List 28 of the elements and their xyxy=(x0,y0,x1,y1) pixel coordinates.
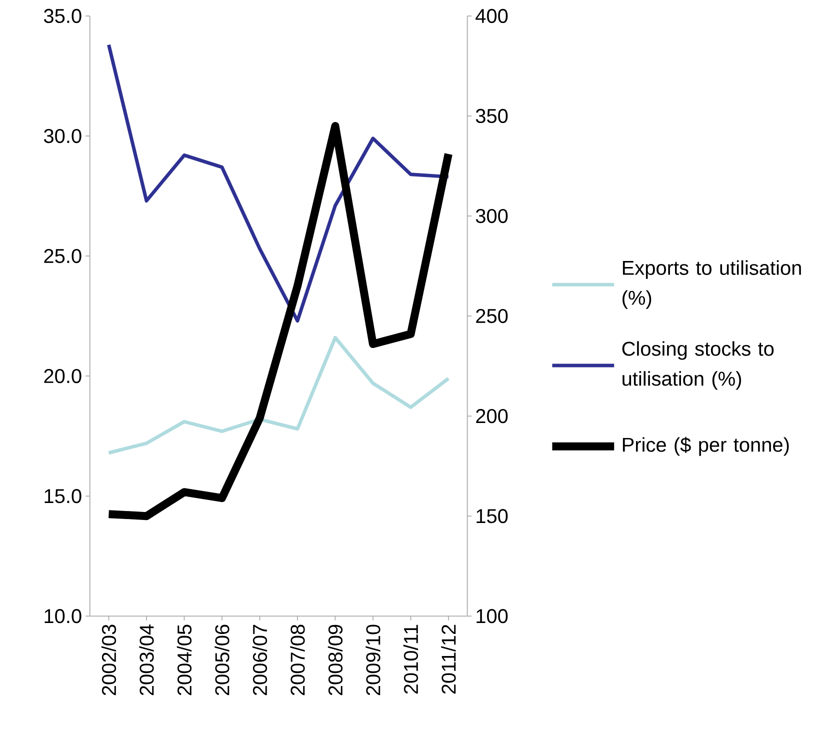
x-tick-label: 2010/11 xyxy=(403,624,418,694)
legend-label: Price ($ per tonne) xyxy=(622,436,789,456)
legend-label: Exports to utilisation (%) xyxy=(622,260,801,309)
y-tick-label: 35.0 xyxy=(44,8,82,24)
x-tick-label: 2007/08 xyxy=(290,624,305,696)
y-tick-label: 20.0 xyxy=(44,369,82,384)
x-tick-label: 2008/09 xyxy=(328,624,343,696)
y2-tick-label: 250 xyxy=(476,308,508,324)
line-series xyxy=(107,336,450,455)
x-tick-label: 2002/03 xyxy=(101,624,116,696)
x-tick-label: 2004/05 xyxy=(176,624,192,696)
y2-tick-label: 150 xyxy=(476,509,508,524)
y-tick-label: 25.0 xyxy=(44,248,82,264)
y2-tick-label: 350 xyxy=(476,108,508,124)
x-tick-label: 2011/12 xyxy=(441,624,456,694)
x-tick-label: 2006/07 xyxy=(252,624,268,696)
y2-tick-label: 100 xyxy=(476,609,508,624)
y-tick-label: 30.0 xyxy=(44,128,82,144)
y-tick-label: 15.0 xyxy=(44,489,82,504)
line-series xyxy=(107,43,450,323)
legend-label: Closing stocks to utilisation (%) xyxy=(622,341,774,390)
y2-tick-label: 400 xyxy=(476,8,508,24)
y2-tick-label: 300 xyxy=(476,208,508,224)
y2-tick-label: 200 xyxy=(476,409,508,424)
y-tick-label: 10.0 xyxy=(44,609,82,624)
x-tick-label: 2003/04 xyxy=(139,624,154,696)
x-tick-label: 2009/10 xyxy=(366,624,380,696)
x-tick-label: 2005/06 xyxy=(214,624,230,696)
